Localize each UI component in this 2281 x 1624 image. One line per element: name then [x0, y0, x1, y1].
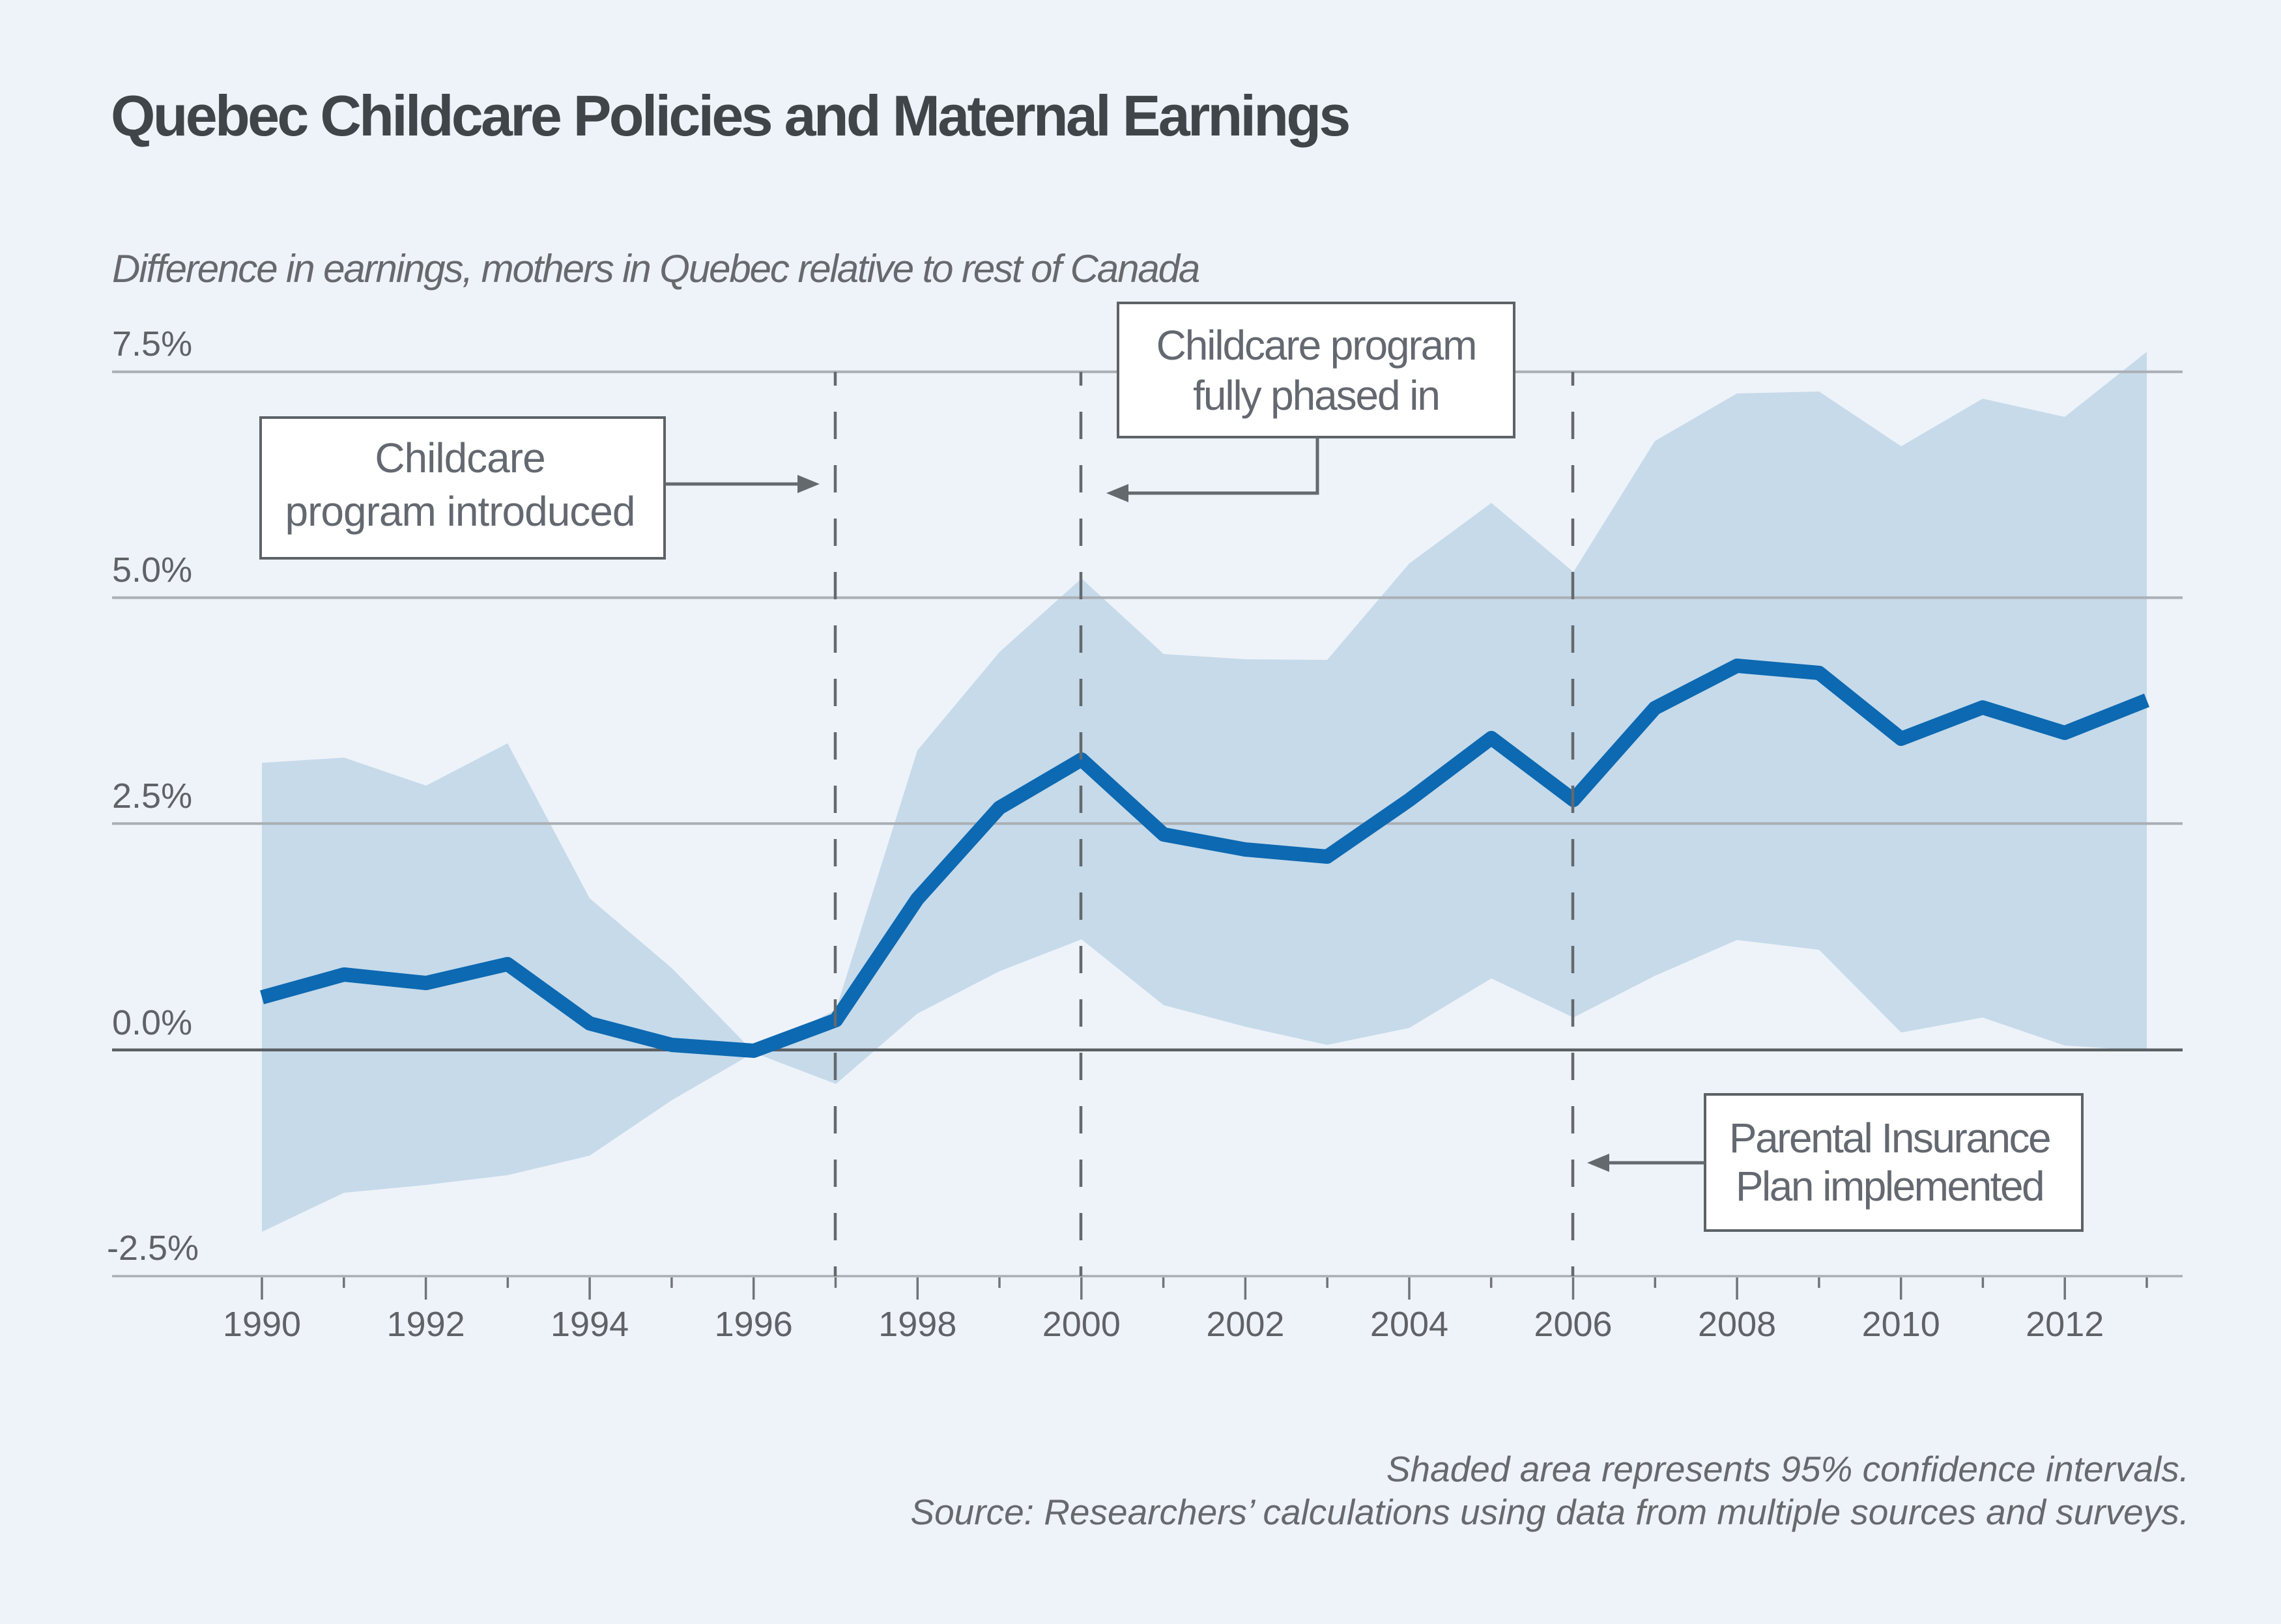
svg-text:Quebec Childcare Policies and: Quebec Childcare Policies and Maternal E…: [111, 83, 1349, 148]
svg-text:Childcare program: Childcare program: [1156, 322, 1476, 369]
svg-text:1998: 1998: [878, 1305, 956, 1344]
svg-text:2012: 2012: [2026, 1305, 2104, 1344]
svg-text:2008: 2008: [1698, 1305, 1776, 1344]
svg-text:2010: 2010: [1862, 1305, 1940, 1344]
svg-text:Childcare: Childcare: [375, 434, 545, 481]
svg-text:0.0%: 0.0%: [112, 1003, 192, 1042]
svg-text:Parental Insurance: Parental Insurance: [1729, 1115, 2050, 1161]
svg-text:2.5%: 2.5%: [112, 776, 192, 816]
svg-text:7.5%: 7.5%: [112, 324, 192, 363]
svg-text:-2.5%: -2.5%: [107, 1229, 199, 1268]
svg-text:1994: 1994: [551, 1305, 629, 1344]
svg-text:Difference in earnings, mother: Difference in earnings, mothers in Quebe…: [112, 247, 1199, 291]
svg-text:5.0%: 5.0%: [112, 550, 192, 590]
svg-text:Shaded area represents 95% con: Shaded area represents 95% confidence in…: [1386, 1449, 2189, 1489]
svg-text:1996: 1996: [715, 1305, 793, 1344]
svg-text:1992: 1992: [387, 1305, 465, 1344]
svg-text:2006: 2006: [1534, 1305, 1612, 1344]
svg-text:Source: Researchers’ calculati: Source: Researchers’ calculations using …: [910, 1492, 2189, 1532]
svg-text:Plan implemented: Plan implemented: [1736, 1163, 2043, 1210]
svg-text:program introduced: program introduced: [285, 488, 635, 535]
svg-text:2000: 2000: [1042, 1305, 1121, 1344]
svg-text:2004: 2004: [1370, 1305, 1448, 1344]
svg-text:2002: 2002: [1206, 1305, 1284, 1344]
svg-text:1990: 1990: [223, 1305, 301, 1344]
svg-text:fully phased in: fully phased in: [1193, 372, 1439, 419]
